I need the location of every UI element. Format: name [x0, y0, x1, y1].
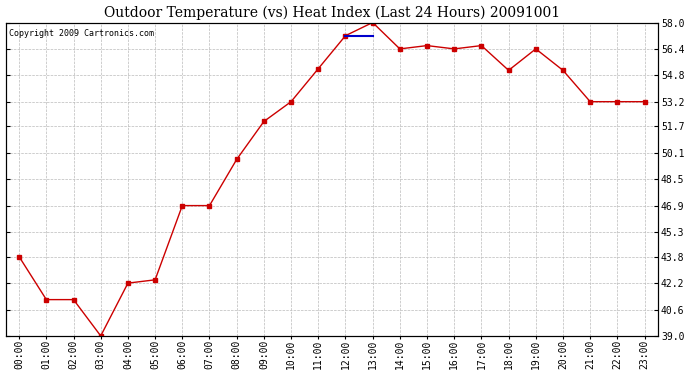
Title: Outdoor Temperature (vs) Heat Index (Last 24 Hours) 20091001: Outdoor Temperature (vs) Heat Index (Las… — [104, 6, 560, 20]
Text: Copyright 2009 Cartronics.com: Copyright 2009 Cartronics.com — [9, 29, 154, 38]
